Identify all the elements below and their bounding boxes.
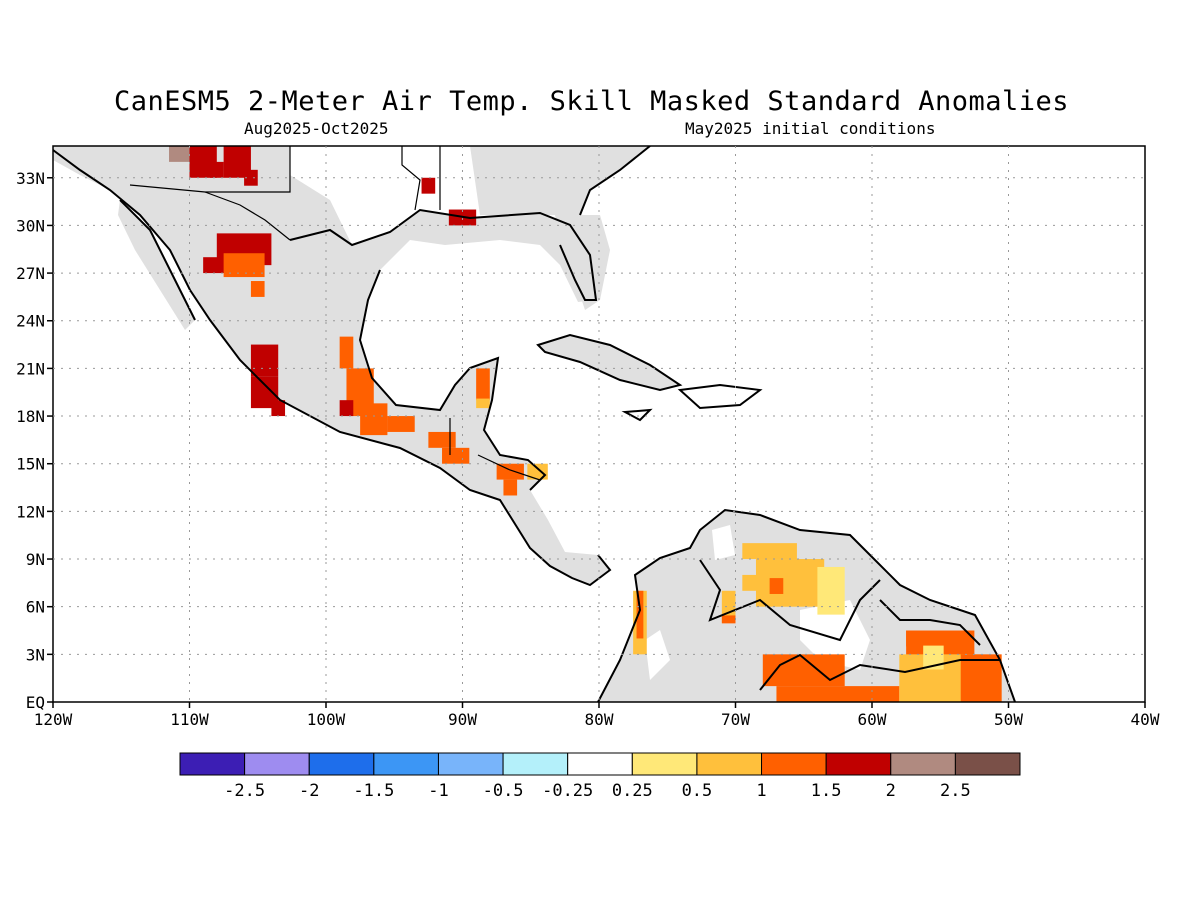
anomaly-cell [250, 281, 265, 297]
colorbar-label: 0.5 [682, 781, 713, 801]
lat-tick-label: 18N [16, 407, 45, 426]
anomaly-cell [742, 543, 797, 560]
colorbar-label: -1 [428, 781, 448, 801]
lon-tick-label: 100W [307, 710, 346, 729]
anomaly-cell [339, 400, 354, 417]
colorbar-label: 2.5 [940, 781, 971, 801]
colorbar-swatch [567, 752, 633, 776]
anomaly-cell [476, 368, 490, 401]
latitude-axis: EQ 3N 6N 9N 12N 15N 18N 21N 24N 27N 30N 33N [16, 169, 53, 712]
lon-tick-label: 110W [170, 710, 209, 729]
colorbar-swatch [631, 752, 698, 776]
anomaly-cell [209, 161, 224, 178]
lat-tick-label: 3N [26, 645, 45, 664]
anomaly-cell [476, 398, 490, 409]
colorbar-label: -0.25 [542, 781, 593, 801]
lon-tick-label: 80W [585, 710, 614, 729]
colorbar [179, 752, 1021, 776]
colorbar-swatch [954, 752, 1021, 776]
anomaly-cell [817, 566, 845, 615]
colorbar-swatch [373, 752, 439, 776]
colorbar-label: -0.5 [483, 781, 524, 801]
anomaly-cell [271, 400, 286, 417]
lat-tick-label: 15N [16, 455, 45, 474]
lat-tick-label: 21N [16, 359, 45, 378]
lat-tick-label: 12N [16, 502, 45, 521]
anomaly-cell [923, 645, 944, 670]
longitude-axis: 120W 110W 100W 90W 80W 70W 60W 50W 40W [34, 702, 1160, 729]
anomaly-cell [250, 344, 279, 377]
colorbar-labels: -2.5 -2 -1.5 -1 -0.5 -0.25 0.25 0.5 1 1.5 2 2.5 [224, 781, 971, 801]
lon-tick-label: 40W [1131, 710, 1160, 729]
anomaly-cell [496, 463, 524, 480]
anomaly-cell [776, 686, 900, 702]
colorbar-swatch [437, 752, 504, 776]
anomaly-cell [636, 590, 644, 639]
anomaly-cell [387, 416, 415, 432]
lat-tick-label: EQ [26, 693, 45, 712]
lat-tick-label: 24N [16, 312, 45, 331]
colorbar-label: 0.25 [612, 781, 653, 801]
colorbar-swatch [825, 752, 892, 776]
lon-tick-label: 120W [34, 710, 73, 729]
lat-tick-label: 9N [26, 550, 45, 569]
anomaly-cell [503, 479, 518, 496]
lon-tick-label: 50W [994, 710, 1023, 729]
country-borders [129, 146, 541, 481]
anomaly-cell [769, 578, 784, 594]
colorbar-label: 2 [886, 781, 896, 801]
colorbar-label: 1 [756, 781, 766, 801]
anomaly-cell [721, 615, 736, 624]
colorbar-swatch [502, 752, 569, 776]
lon-tick-label: 90W [448, 710, 477, 729]
coastlines [53, 146, 1016, 702]
anomaly-cell [244, 169, 258, 186]
anomaly-cell [527, 463, 548, 480]
initial-conditions: May2025 initial conditions [685, 119, 936, 138]
colorbar-swatch [244, 752, 310, 776]
map-title: CanESM5 2-Meter Air Temp. Skill Masked S… [113, 86, 1070, 117]
colorbar-label: -1.5 [353, 781, 394, 801]
forecast-period: Aug2025-Oct2025 [244, 119, 389, 138]
anomaly-cell [428, 431, 456, 448]
colorbar-swatch [696, 752, 763, 776]
colorbar-label: -2 [299, 781, 319, 801]
colorbar-swatch [761, 752, 827, 776]
lat-tick-label: 30N [16, 216, 45, 235]
colorbar-swatch [179, 752, 246, 776]
lon-tick-label: 70W [721, 710, 750, 729]
lon-tick-label: 60W [858, 710, 887, 729]
anomaly-cells [169, 146, 1002, 702]
anomaly-cell [360, 403, 388, 436]
gridlines [53, 146, 1145, 702]
colorbar-swatch [308, 752, 375, 776]
colorbar-label: -2.5 [224, 781, 265, 801]
anomaly-cell [223, 253, 265, 278]
colorbar-label: 1.5 [811, 781, 842, 801]
anomaly-cell [339, 336, 354, 369]
no-skill-areas [645, 525, 870, 680]
anomaly-cell [421, 177, 436, 194]
anomaly-cell [442, 447, 470, 464]
anomaly-cell [960, 654, 1002, 702]
lat-tick-label: 27N [16, 264, 45, 283]
lat-tick-label: 33N [16, 169, 45, 188]
lat-tick-label: 6N [26, 598, 45, 617]
anomaly-cell [742, 574, 770, 591]
colorbar-swatch [890, 752, 956, 776]
